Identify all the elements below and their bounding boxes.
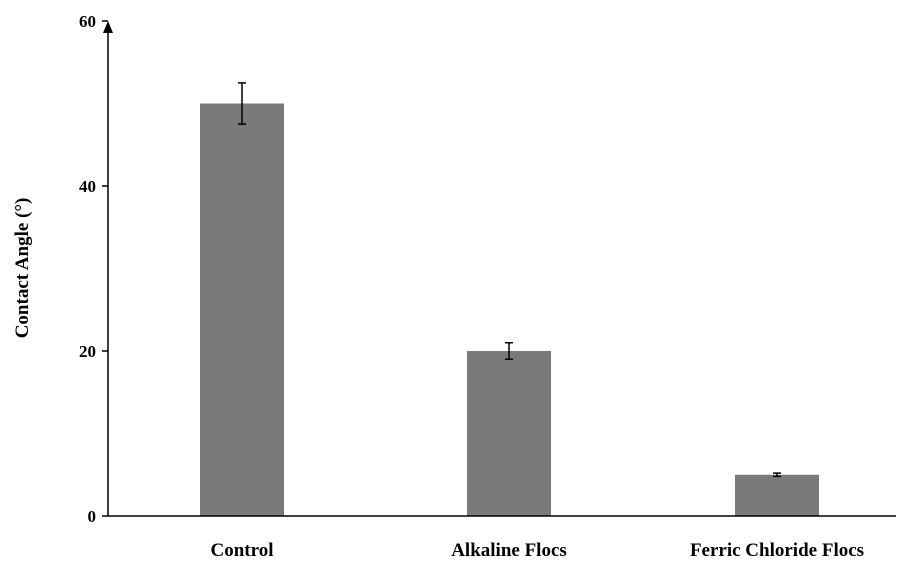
bar [735,474,819,516]
error-bar [773,472,781,478]
category-label: Ferric Chloride Flocs [690,540,864,561]
category-label: Alkaline Flocs [451,540,567,561]
y-axis-title: Contact Angle (°) [12,198,33,339]
y-tick-label: 60 [79,12,96,31]
y-tick-label: 40 [79,177,96,196]
error-bar [238,82,246,125]
y-tick-label: 20 [79,342,96,361]
bars-layer [200,103,819,516]
category-label: Control [211,540,274,561]
category-labels-layer: Control Alkaline Flocs Ferric Chloride Flo… [211,540,865,561]
error-bar [505,342,513,360]
y-tick-label: 0 [88,507,97,526]
bar [467,351,551,516]
y-axis-arrow [103,21,113,33]
y-ticks-layer: 0 20 40 60 [79,12,108,526]
error-bars-layer [238,82,781,478]
bar [200,103,284,516]
